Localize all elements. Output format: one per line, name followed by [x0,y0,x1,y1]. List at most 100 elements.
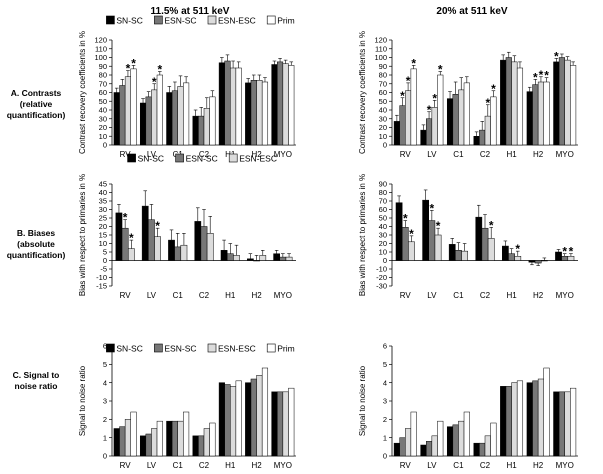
bar [484,115,491,146]
legend-label: ESN-SC [164,344,196,354]
bar [171,420,178,457]
y-tick-label: 0 [383,141,387,150]
x-tick-label: LV [427,461,437,470]
y-tick-label: 20 [379,123,387,132]
significance-star: * [562,245,567,259]
bar [209,422,216,457]
y-tick-label: 30 [99,205,107,214]
y-tick-label: 30 [379,231,387,240]
bar [532,380,539,457]
bar [437,420,444,457]
x-tick-label: LV [427,150,437,159]
x-tick-label: H1 [506,461,517,470]
significance-star: * [409,227,414,241]
bar [245,382,252,457]
legend-label: SN-SC [116,344,142,354]
bar [399,437,406,457]
y-axis-label: Contrast recovery coefficients in % [358,31,367,154]
bar [553,61,560,146]
bar [395,202,403,261]
x-tick-label: H2 [533,291,544,300]
bar [534,260,542,264]
bar [203,108,210,146]
bar [145,96,152,146]
bar [261,367,269,457]
y-tick-label: 0 [103,452,107,461]
bar [127,248,135,261]
bar [532,84,539,146]
y-tick-label: 10 [99,239,107,248]
x-tick-label: RV [120,461,132,470]
x-tick-label: C1 [453,291,464,300]
bar [516,380,524,457]
y-tick-label: 2 [103,415,107,424]
bar [245,82,252,146]
y-tick-label: 90 [379,180,387,189]
x-tick-label: RV [400,291,412,300]
bar [473,442,480,457]
bar [475,216,483,261]
significance-star: * [403,212,408,226]
x-tick-label: RV [400,150,412,159]
bar [508,253,515,261]
bar [139,102,147,146]
y-tick-label: 60 [99,88,107,97]
bar [458,89,465,146]
legend-label: SN-SC [138,154,164,164]
bar [452,94,459,146]
bar [230,67,237,146]
significance-star: * [411,56,416,70]
y-tick-label: 10 [379,132,387,141]
legend-swatch [207,343,217,353]
bar [570,65,577,146]
bar [420,129,427,146]
x-tick-label: H1 [506,150,517,159]
y-tick-label: 45 [99,180,107,189]
legend-label: ESN-SC [186,154,218,164]
bar [235,67,242,146]
bar [273,253,281,261]
y-tick-label: 110 [375,44,387,53]
y-tick-label: 1 [383,433,387,442]
x-tick-label: H2 [251,291,262,300]
bar [171,90,178,146]
y-tick-label: 80 [379,188,387,197]
bar [154,236,161,261]
bar [555,251,562,261]
y-tick-label: 20 [99,123,107,132]
y-tick-label: 15 [99,231,107,240]
significance-star: * [129,231,134,245]
significance-star: * [427,103,432,117]
chart-snr-20: 0 1 2 3 4 5 6 Signal to noise ratio RV LV C1 C2 H1 H2… [358,342,578,470]
bar [422,199,430,261]
bar [410,68,417,146]
y-tick-label: 6 [383,342,387,351]
bar [166,420,173,457]
bar [446,98,454,146]
bar [151,89,158,146]
row-label-biases-line-3: quantification) [7,250,66,260]
bar [564,391,571,457]
x-tick-label: H2 [533,150,544,159]
bar [553,391,560,457]
y-tick-label: 50 [379,97,387,106]
bar [259,255,267,261]
column-title-11-5: 11.5% at 511 keV [151,6,230,17]
legend-swatch [228,153,238,163]
bar [426,118,433,146]
significance-star: * [485,96,490,110]
bar [463,82,470,146]
y-tick-label: 30 [99,114,107,123]
bar [543,367,550,457]
y-tick-label: 90 [99,62,107,71]
bar [479,442,486,457]
bar [564,59,571,146]
y-axis-label: Signal to noise ratio [78,365,87,436]
bar [168,239,175,261]
bar [479,129,486,146]
y-tick-label: 100 [94,53,107,62]
y-tick-label: 40 [99,188,107,197]
bar [405,428,412,457]
bar [405,90,412,146]
